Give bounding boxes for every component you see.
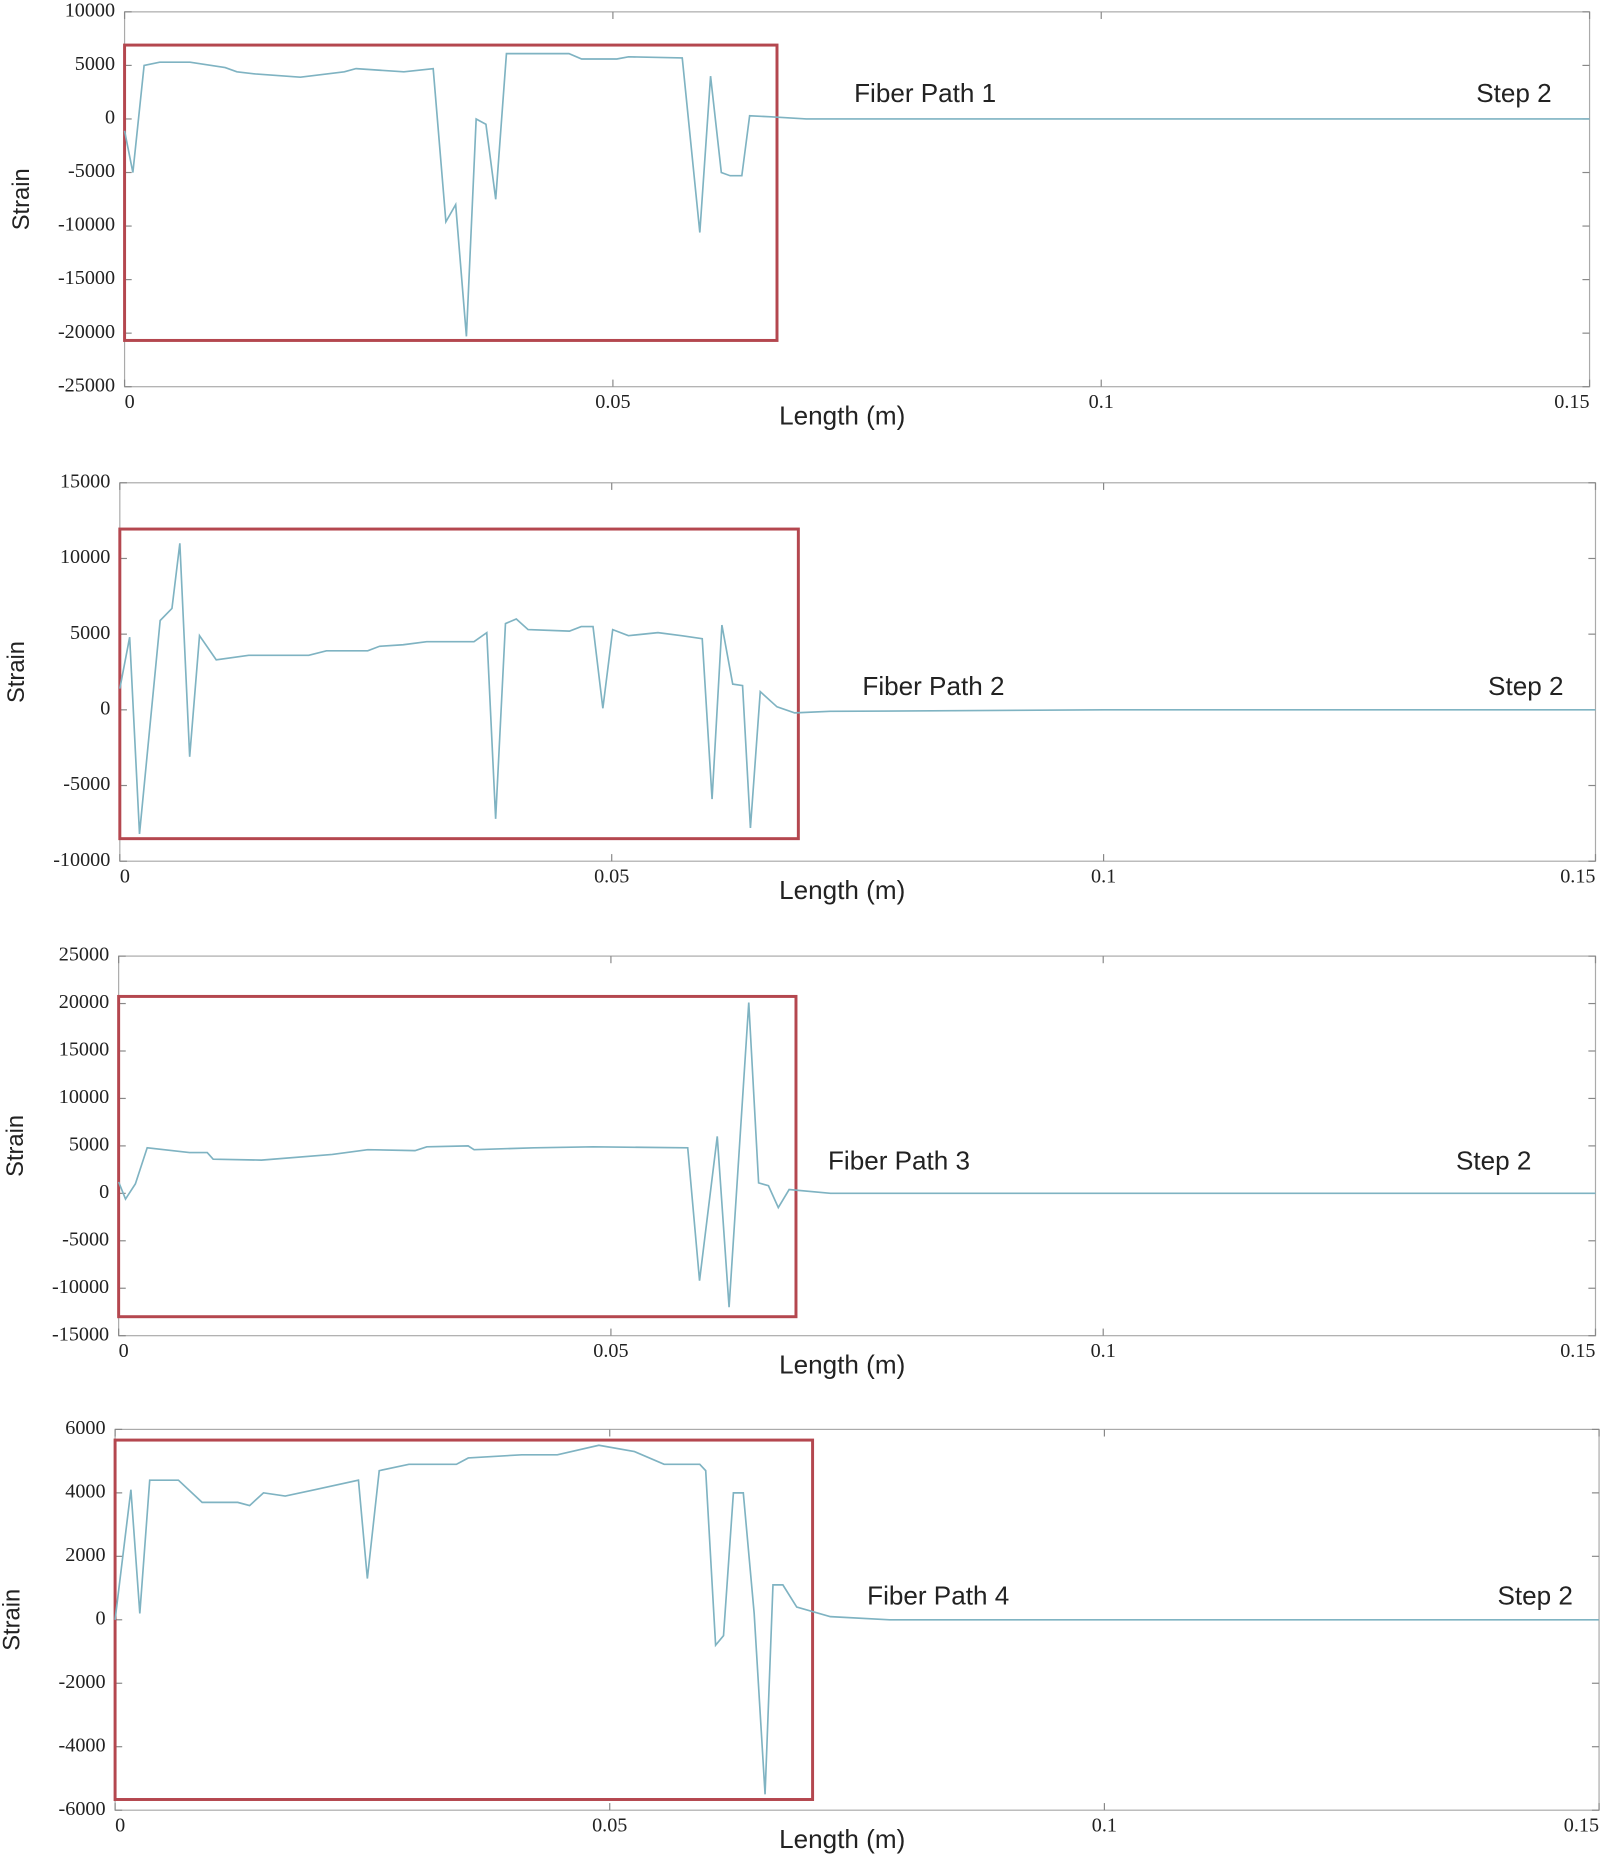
data-line	[123, 52, 1590, 337]
y-tick-label: -2000	[59, 1671, 106, 1693]
y-tick-label: -10000	[53, 849, 110, 871]
annotation: Fiber Path 1	[854, 78, 996, 108]
x-tick-label: 0	[125, 391, 135, 413]
highlight-box	[123, 43, 779, 342]
x-tick-label: 0.05	[593, 1340, 628, 1362]
y-tick-label: -5000	[68, 160, 115, 182]
x-tick-label: 0.05	[595, 391, 630, 413]
data-line	[114, 1444, 1600, 1795]
y-tick-label: 10000	[65, 0, 115, 21]
x-tick-label: 0.1	[1091, 1340, 1116, 1362]
y-tick-label: -5000	[62, 1228, 109, 1250]
x-tick-label: 0.15	[1560, 865, 1595, 887]
y-tick-label: 5000	[69, 1134, 109, 1156]
y-axis-label: Strain	[4, 641, 30, 703]
y-tick-label: -15000	[52, 1323, 109, 1345]
y-tick-label: 4000	[65, 1480, 105, 1502]
plot-frame	[123, 11, 1591, 388]
x-tick-label: 0.05	[592, 1814, 627, 1836]
highlight-box	[118, 527, 800, 841]
y-tick-label: 0	[100, 697, 110, 719]
y-tick-label: 0	[96, 1607, 106, 1629]
y-axis-label: Strain	[3, 1115, 29, 1177]
y-tick-label: 20000	[59, 991, 109, 1013]
x-axis-label: Length (m)	[779, 400, 905, 430]
annotation: Step 2	[1498, 1581, 1573, 1611]
x-tick-label: 0.1	[1092, 1814, 1117, 1836]
y-axis-label: Strain	[0, 1589, 25, 1651]
data-line	[117, 1002, 1596, 1308]
x-tick-label: 0.1	[1089, 391, 1114, 413]
y-tick-label: 10000	[60, 546, 110, 568]
annotation: Fiber Path 3	[828, 1145, 970, 1175]
highlight-box	[113, 1438, 815, 1801]
x-tick-label: 0	[115, 1814, 125, 1836]
y-tick-label: -20000	[58, 321, 115, 343]
y-tick-label: 6000	[65, 1417, 105, 1439]
y-tick-label: -10000	[52, 1276, 109, 1298]
y-tick-label: 15000	[60, 470, 110, 492]
data-line	[119, 543, 1596, 835]
annotation: Step 2	[1488, 671, 1563, 701]
plot-frame	[119, 482, 1597, 862]
annotation: Step 2	[1456, 1145, 1531, 1175]
x-tick-label: 0	[119, 1340, 129, 1362]
x-axis-label: Length (m)	[779, 1349, 905, 1379]
annotation: Fiber Path 4	[867, 1581, 1009, 1611]
x-tick-label: 0.15	[1554, 391, 1589, 413]
y-tick-label: 0	[105, 107, 115, 129]
x-axis-label: Length (m)	[779, 1824, 905, 1854]
x-tick-label: 0.05	[594, 865, 629, 887]
y-tick-label: 5000	[70, 622, 110, 644]
y-tick-label: -5000	[63, 773, 110, 795]
y-tick-label: -25000	[58, 374, 115, 396]
y-tick-label: 15000	[59, 1039, 109, 1061]
y-tick-label: -10000	[58, 214, 115, 236]
x-tick-label: 0.15	[1564, 1814, 1599, 1836]
y-tick-label: 0	[99, 1181, 109, 1203]
y-tick-label: 5000	[75, 53, 115, 75]
highlight-box	[117, 994, 798, 1319]
x-tick-label: 0.1	[1091, 865, 1116, 887]
annotation: Step 2	[1476, 78, 1551, 108]
y-tick-label: -15000	[58, 267, 115, 289]
x-axis-label: Length (m)	[779, 875, 905, 905]
y-tick-label: -6000	[59, 1798, 106, 1820]
y-tick-label: 25000	[59, 944, 109, 966]
y-tick-label: 2000	[65, 1544, 105, 1566]
x-tick-label: 0.15	[1560, 1340, 1595, 1362]
y-axis-label: Strain	[9, 168, 35, 230]
y-tick-label: 10000	[59, 1086, 109, 1108]
y-tick-label: -4000	[59, 1734, 106, 1756]
x-tick-label: 0	[120, 865, 130, 887]
annotation: Fiber Path 2	[862, 671, 1004, 701]
